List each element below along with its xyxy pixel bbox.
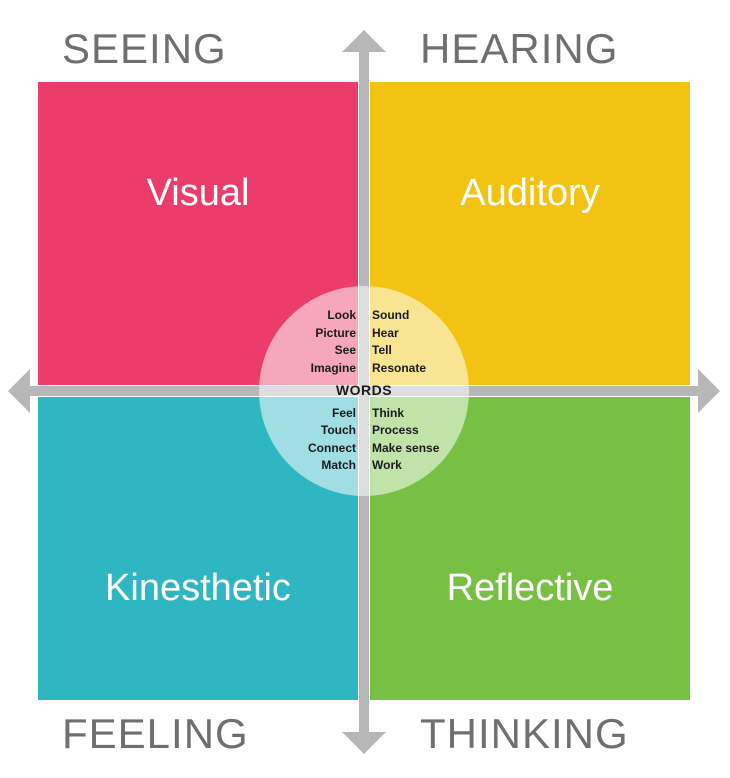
words-kinesthetic: FeelTouchConnectMatch	[261, 405, 356, 475]
word-item: Imagine	[311, 360, 356, 377]
axis-label-hearing: HEARING	[420, 25, 618, 73]
arrowhead-up-icon	[342, 30, 386, 52]
word-item: Touch	[321, 422, 356, 439]
axis-label-thinking: THINKING	[420, 710, 629, 758]
quadrant-label: Visual	[147, 172, 250, 215]
word-item: Process	[372, 422, 419, 439]
words-circle: WORDS LookPictureSeeImagine SoundHearTel…	[259, 286, 469, 496]
arrowhead-left-icon	[8, 369, 30, 413]
words-visual: LookPictureSeeImagine	[261, 307, 356, 377]
axis-label-text: THINKING	[420, 710, 629, 757]
word-item: Make sense	[372, 440, 439, 457]
word-item: Feel	[332, 405, 356, 422]
words-auditory: SoundHearTellResonate	[372, 307, 467, 377]
quadrant-label: Auditory	[460, 172, 599, 215]
words-reflective: ThinkProcessMake senseWork	[372, 405, 467, 475]
axis-label-seeing: SEEING	[62, 25, 227, 73]
word-item: Connect	[308, 440, 356, 457]
diagram-root: SEEING HEARING FEELING THINKING Visual A…	[0, 0, 730, 778]
quadrant-label: Reflective	[447, 567, 614, 610]
word-item: Hear	[372, 325, 399, 342]
word-item: Think	[372, 405, 404, 422]
word-item: Work	[372, 457, 402, 474]
word-item: Resonate	[372, 360, 426, 377]
word-item: Match	[321, 457, 356, 474]
words-title-text: WORDS	[336, 382, 392, 398]
axis-label-text: SEEING	[62, 25, 227, 72]
quadrant-label: Kinesthetic	[105, 567, 291, 610]
arrowhead-right-icon	[698, 369, 720, 413]
axis-label-feeling: FEELING	[62, 710, 249, 758]
word-item: Tell	[372, 342, 392, 359]
word-item: Sound	[372, 307, 409, 324]
axis-label-text: FEELING	[62, 710, 249, 757]
words-circle-title: WORDS	[259, 382, 469, 398]
word-item: Picture	[315, 325, 356, 342]
arrowhead-down-icon	[342, 732, 386, 754]
word-item: Look	[327, 307, 356, 324]
axis-label-text: HEARING	[420, 25, 618, 72]
word-item: See	[335, 342, 356, 359]
